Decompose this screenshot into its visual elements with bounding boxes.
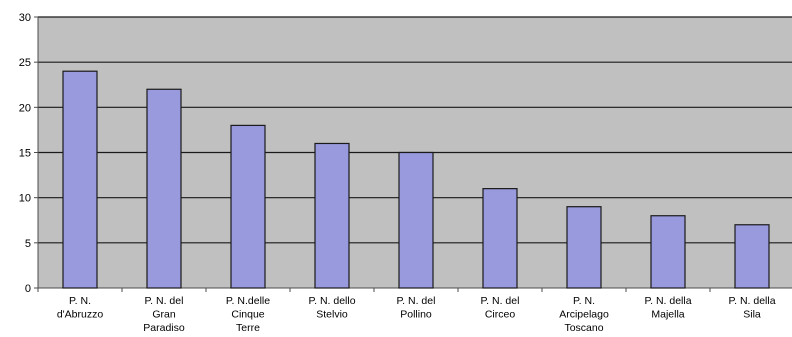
x-tick-label-line: d'Abruzzo bbox=[57, 309, 104, 321]
x-tick-label-3: P. N. dello Stelvio bbox=[308, 295, 355, 321]
x-tick-label-line: Stelvio bbox=[316, 309, 348, 321]
bar-2 bbox=[230, 124, 266, 289]
y-axis bbox=[34, 16, 39, 292]
y-tick-label-30: 30 bbox=[19, 12, 31, 24]
x-tick-label-line: P. N. dello bbox=[308, 295, 355, 307]
x-tick-label-line: P. N. della bbox=[728, 295, 775, 307]
x-tick-label-7: P. N. della Majella bbox=[644, 295, 691, 321]
x-tick-label-0: P. N. d'Abruzzo bbox=[57, 295, 104, 321]
x-tick-label-6: P. N. Arcipelago Toscano bbox=[559, 295, 609, 334]
x-tick-label-line: Majella bbox=[651, 309, 684, 321]
bar-7 bbox=[650, 215, 686, 289]
x-tick-label-line: Sila bbox=[743, 309, 761, 321]
x-tick-label-line: Toscano bbox=[564, 322, 603, 334]
bar-8 bbox=[734, 224, 770, 289]
bars bbox=[62, 70, 770, 289]
x-tick-label-line: Arcipelago bbox=[559, 309, 609, 321]
x-tick-label-line: Cinque bbox=[231, 309, 264, 321]
x-tick-label-line: P. N. bbox=[573, 295, 595, 307]
bar-5 bbox=[482, 188, 518, 289]
x-tick-label-line: Paradiso bbox=[143, 322, 185, 334]
y-tick-labels: 0 5 10 15 20 25 30 bbox=[19, 12, 31, 295]
bar-3 bbox=[314, 142, 350, 289]
x-tick-label-line: P. N. del bbox=[397, 295, 436, 307]
x-tick-label-line: P. N. della bbox=[644, 295, 691, 307]
x-tick-label-line: P. N. del bbox=[145, 295, 184, 307]
x-tick-label-4: P. N. del Pollino bbox=[397, 295, 436, 321]
y-tick-label-0: 0 bbox=[25, 283, 31, 295]
x-tick-label-line: Pollino bbox=[400, 309, 432, 321]
x-tick-label-5: P. N. del Circeo bbox=[481, 295, 520, 321]
x-tick-label-line: P. N.delle bbox=[226, 295, 270, 307]
y-tick-label-5: 5 bbox=[25, 238, 31, 250]
x-tick-label-1: P. N. del Gran Paradiso bbox=[143, 295, 185, 334]
x-tick-label-line: P. N. bbox=[69, 295, 91, 307]
x-tick-label-2: P. N.delle Cinque Terre bbox=[226, 295, 270, 334]
y-tick-label-20: 20 bbox=[19, 102, 31, 114]
bar-1 bbox=[146, 88, 182, 289]
x-tick-label-line: Terre bbox=[236, 322, 260, 334]
x-axis bbox=[37, 287, 792, 292]
y-tick-label-10: 10 bbox=[19, 193, 31, 205]
x-tick-label-line: Circeo bbox=[485, 309, 516, 321]
bar-6 bbox=[566, 206, 602, 289]
y-tick-label-25: 25 bbox=[19, 57, 31, 69]
x-tick-label-line: Gran bbox=[152, 309, 176, 321]
x-tick-label-line: P. N. del bbox=[481, 295, 520, 307]
bar-4 bbox=[398, 151, 434, 289]
x-tick-label-8: P. N. della Sila bbox=[728, 295, 775, 321]
y-tick-label-15: 15 bbox=[19, 148, 31, 160]
bar-0 bbox=[62, 70, 98, 289]
